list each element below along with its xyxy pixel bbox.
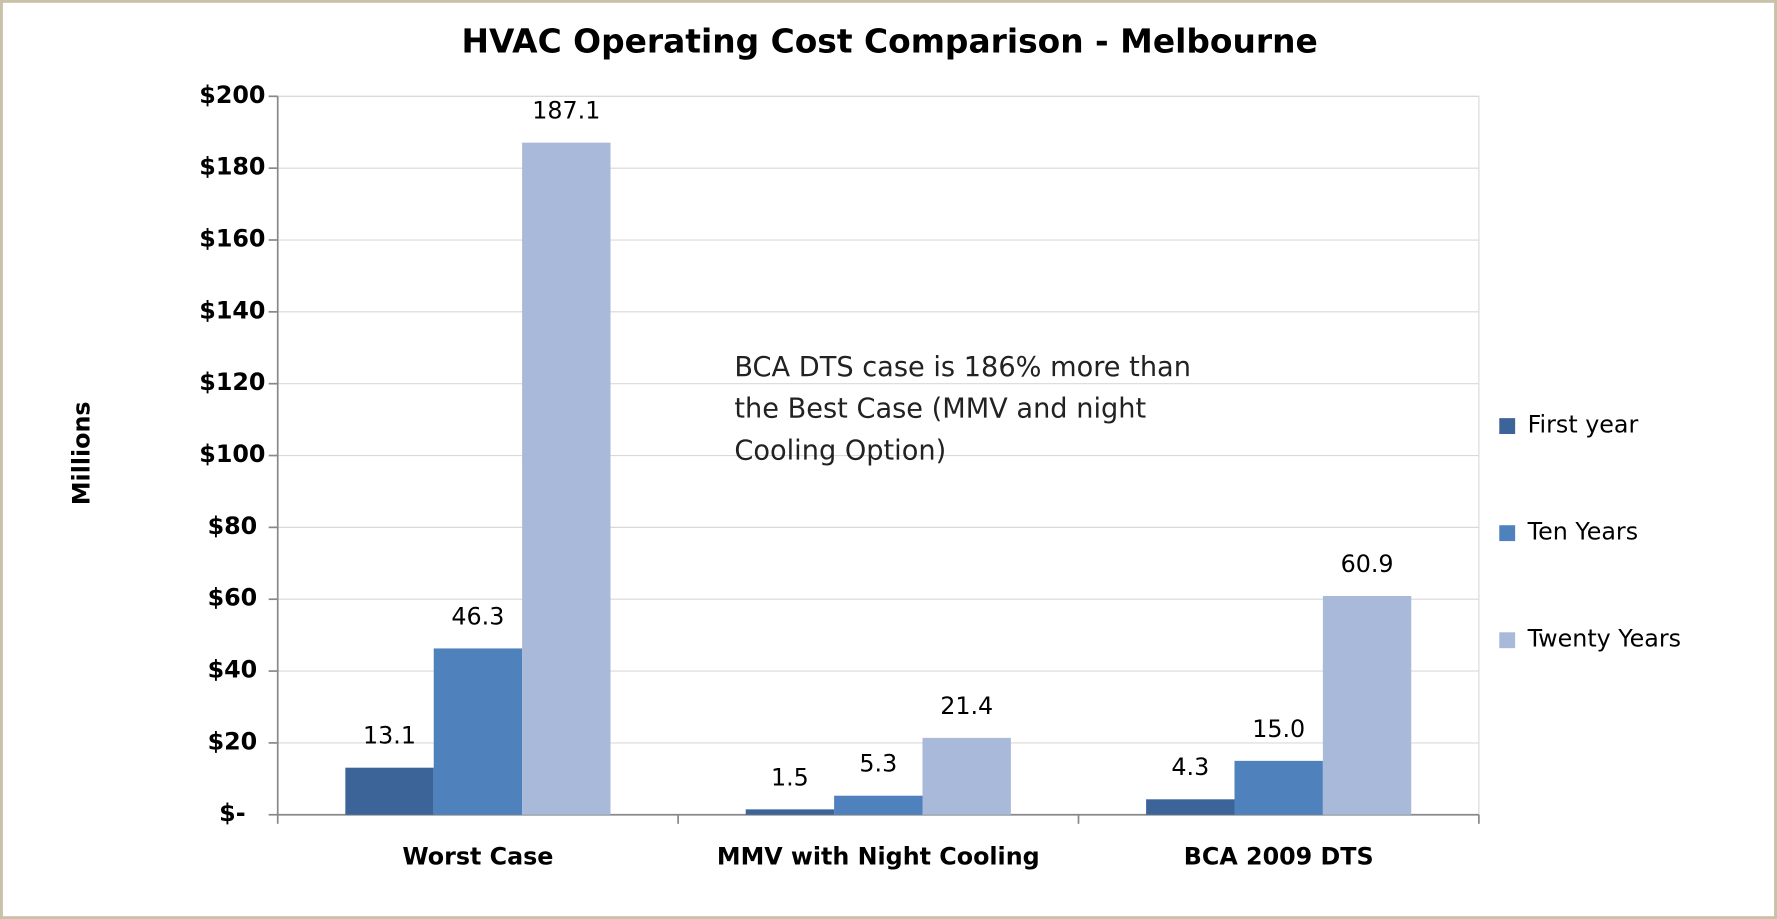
data-label: 13.1 [363, 722, 416, 750]
legend-swatch [1499, 525, 1516, 542]
bar [1234, 760, 1323, 815]
x-tick-label: BCA 2009 DTS [1184, 842, 1374, 870]
legend-swatch [1499, 632, 1516, 649]
legend-swatch [1499, 418, 1516, 435]
annotation: BCA DTS case is 186% more than [734, 352, 1191, 383]
data-label: 4.3 [1171, 753, 1209, 781]
bar [1146, 799, 1235, 815]
bar [834, 795, 923, 815]
y-tick-label: $140 [199, 296, 265, 324]
y-tick-label: $20 [208, 727, 258, 755]
bar [1322, 595, 1412, 815]
y-tick-label: $180 [199, 153, 265, 181]
data-label: 60.9 [1341, 550, 1394, 578]
data-label: 187.1 [532, 97, 600, 125]
chart-title: HVAC Operating Cost Comparison - Melbour… [461, 22, 1317, 61]
x-tick-label: MMV with Night Cooling [717, 842, 1040, 870]
bar [745, 809, 835, 815]
bar [522, 142, 611, 815]
x-tick-label: Worst Case [402, 842, 553, 870]
y-tick-label: $160 [199, 225, 265, 253]
annotation: the Best Case (MMV and night [734, 394, 1146, 425]
data-label: 21.4 [940, 692, 993, 720]
legend-label: Twenty Years [1527, 625, 1681, 653]
y-tick-label: $200 [199, 81, 265, 109]
y-tick-label: $100 [199, 440, 265, 468]
y-tick-label: $60 [208, 584, 258, 612]
bar [345, 767, 434, 815]
y-tick-label: $40 [208, 656, 258, 684]
y-axis-label: Millions [67, 401, 95, 505]
legend-label: First year [1528, 411, 1639, 439]
data-label: 46.3 [451, 602, 504, 630]
annotation: Cooling Option) [734, 436, 946, 467]
y-tick-label: $- [219, 799, 245, 827]
bar [922, 737, 1011, 815]
data-label: 15.0 [1252, 715, 1305, 743]
bar [433, 648, 523, 815]
data-label: 1.5 [771, 763, 809, 791]
y-tick-label: $120 [199, 368, 265, 396]
data-label: 5.3 [859, 750, 897, 778]
legend-label: Ten Years [1527, 518, 1639, 546]
y-tick-label: $80 [208, 512, 258, 540]
